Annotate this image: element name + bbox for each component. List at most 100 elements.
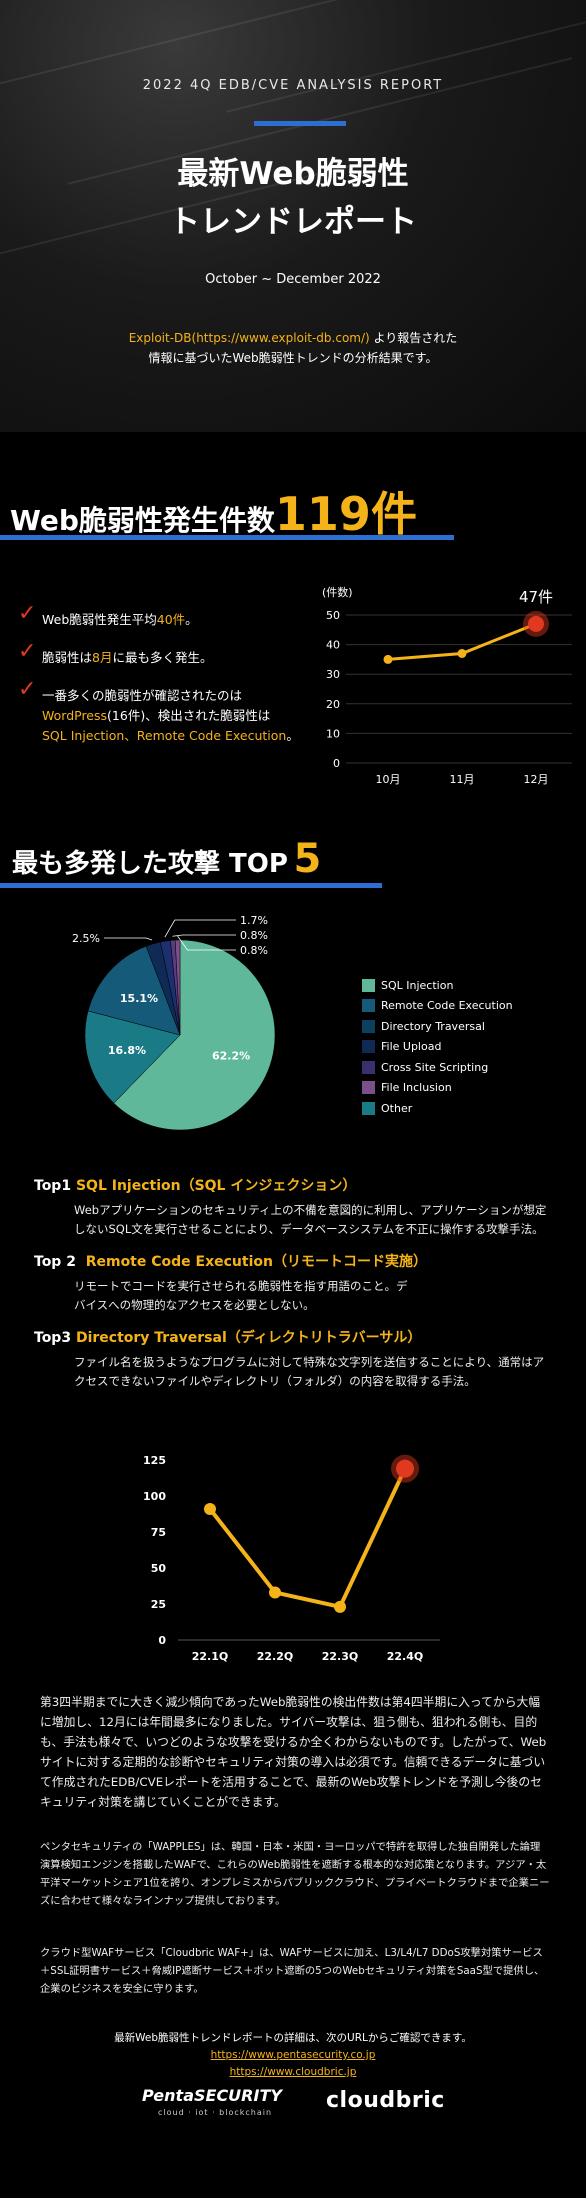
pie-slice <box>84 1010 181 1104</box>
check-item: ✓ 一番多くの脆弱性が確認されたのは WordPress(16件)、検出された脆… <box>18 677 299 744</box>
legend-swatch <box>362 1019 375 1033</box>
report-period: October ~ December 2022 <box>205 272 381 287</box>
check-item: ✓ Web脆弱性発生平均40件。 <box>18 601 198 628</box>
count-title-text: Web脆弱性発生件数 <box>10 504 275 537</box>
attack-section-title: 最も多発した攻撃 TOP 5 <box>12 836 321 882</box>
legend-label: Directory Traversal <box>381 1019 485 1033</box>
top-item-3: Top3 Directory Traversal（ディレクトリトラバーサル） フ… <box>34 1327 554 1391</box>
check-icon: ✓ <box>18 639 37 664</box>
data-point <box>204 1502 216 1515</box>
top-rank: Top1 <box>34 1178 72 1194</box>
top-desc: リモートでコードを実行させられる脆弱性を指す用語のこと。デバイスへの物理的なアク… <box>74 1279 408 1312</box>
x-tick-label: 22.3Q <box>322 1650 359 1663</box>
legend-swatch <box>362 1081 375 1095</box>
legend-swatch <box>362 1101 375 1115</box>
title-line-2: トレンドレポート <box>169 204 417 240</box>
leader-line <box>177 935 236 951</box>
top-attacks-list: Top1 SQL Injection（SQL インジェクション） Webアプリケ… <box>34 1175 554 1403</box>
data-point <box>383 654 393 664</box>
legend-item: Remote Code Execution <box>362 996 513 1017</box>
slice-label: 1.7% <box>240 914 268 927</box>
y-tick-label: 100 <box>143 1490 166 1503</box>
count-section-title: Web脆弱性発生件数119件 <box>10 478 417 544</box>
pentasecurity-link[interactable]: https://www.pentasecurity.co.jp <box>210 2049 376 2061</box>
y-tick-label: 125 <box>143 1454 166 1467</box>
page-title: 最新Web脆弱性 トレンドレポート <box>0 150 586 246</box>
count-total: 119件 <box>274 487 417 541</box>
check-icon: ✓ <box>18 601 37 626</box>
penta-security-logo: PentaSECURITY <box>142 2086 282 2105</box>
cloudbric-link[interactable]: https://www.cloudbric.jp <box>229 2066 357 2078</box>
y-tick-label: 50 <box>151 1562 167 1575</box>
top-name: SQL Injection（SQL インジェクション） <box>75 1178 357 1194</box>
analysis-paragraph: 第3四半期までに大きく減少傾向であったWeb脆弱性の検出件数は第4四半期に入って… <box>40 1695 547 1809</box>
quarterly-line-chart: 0 25 50 75 100 125 22.1Q 22.2Q 22.3Q 22.4Q <box>143 1454 440 1663</box>
data-point <box>528 615 544 632</box>
y-tick-label: 20 <box>326 698 340 711</box>
data-point <box>457 648 467 658</box>
x-tick-label: 10月 <box>376 773 401 786</box>
leader-line <box>104 937 153 941</box>
y-tick-label: 50 <box>326 609 340 622</box>
title-line-1: 最新Web脆弱性 <box>177 156 409 192</box>
y-tick-label: 0 <box>333 757 340 770</box>
slice-label: 0.8% <box>240 929 268 942</box>
slice-label: 15.1% <box>120 992 158 1005</box>
attack-title-text: 最も多発した攻撃 TOP <box>12 849 288 879</box>
y-tick-label: 75 <box>151 1526 166 1539</box>
legend-label: Remote Code Execution <box>381 999 513 1013</box>
y-tick-label: 40 <box>326 639 340 652</box>
legend-swatch <box>362 1040 375 1054</box>
slice-label: 2.5% <box>72 932 100 945</box>
wapples-paragraph: ペンタセキュリティの「WAPPLES」は、韓国・日本・米国・ヨーロッパで特許を取… <box>40 1841 550 1907</box>
desc-text-1: より報告された <box>369 331 458 345</box>
x-tick-label: 12月 <box>524 773 549 786</box>
pie-legend: SQL Injection Remote Code Execution Direct… <box>362 975 513 1119</box>
x-tick-label: 11月 <box>450 773 475 786</box>
data-point <box>334 1600 346 1613</box>
check-item: ✓ 脆弱性は8月に最も多く発生。 <box>18 639 213 666</box>
count-underline <box>0 535 454 540</box>
hero-banner: 2022 4Q EDB/CVE ANALYSIS REPORT 最新Web脆弱性… <box>0 0 586 432</box>
attack-title-number: 5 <box>293 836 322 882</box>
summary-checklist: ✓ Web脆弱性発生平均40件。 ✓ 脆弱性は8月に最も多く発生。 ✓ 一番多く… <box>18 601 318 758</box>
pie-slice <box>113 939 276 1131</box>
slice-label: 0.8% <box>240 944 268 957</box>
legend-item: Directory Traversal <box>362 1016 513 1037</box>
exploit-db-link[interactable]: Exploit-DB(https://www.exploit-db.com/) <box>128 331 370 345</box>
cloudbric-paragraph: クラウド型WAFサービス「Cloudbric WAF+」は、WAFサービスに加え… <box>40 1947 545 1995</box>
top-item-2: Top 2 Remote Code Execution（リモートコード実施） リ… <box>34 1251 554 1315</box>
leader-line <box>164 919 236 938</box>
legend-item: File Inclusion <box>362 1078 513 1099</box>
y-tick-label: 0 <box>158 1634 166 1647</box>
top-name: Remote Code Execution（リモートコード実施） <box>85 1254 427 1270</box>
top-rank: Top3 <box>34 1330 72 1346</box>
legend-item: Cross Site Scripting <box>362 1057 513 1078</box>
y-tick-label: 10 <box>326 727 340 740</box>
x-tick-label: 22.1Q <box>192 1650 229 1663</box>
check-icon: ✓ <box>18 677 37 702</box>
report-label: 2022 4Q EDB/CVE ANALYSIS REPORT <box>142 78 444 93</box>
footer-logos: PentaSECURITY cloud · iot · blockchain c… <box>0 2086 586 2126</box>
report-description: Exploit-DB(https://www.exploit-db.com/) … <box>0 328 586 368</box>
top-desc: Webアプリケーションのセキュリティ上の不備を意図的に利用し、アプリケーションが… <box>74 1203 547 1236</box>
footer: 最新Web脆弱性トレンドレポートの詳細は、次のURLからご確認できます。 htt… <box>0 2030 586 2081</box>
legend-item: File Upload <box>362 1037 513 1058</box>
x-tick-label: 22.2Q <box>257 1650 294 1663</box>
legend-item: Other <box>362 1098 513 1119</box>
penta-security-tagline: cloud · iot · blockchain <box>158 2108 273 2117</box>
attack-pie-chart: 62.2% 16.8% 15.1% 2.5% 1.7% 0.8% 0.8% <box>72 914 276 1131</box>
legend-label: SQL Injection <box>381 978 454 992</box>
y-unit-label: (件数) <box>322 586 353 599</box>
legend-swatch <box>362 978 375 992</box>
legend-label: File Inclusion <box>381 1081 452 1095</box>
desc-text-2: 情報に基づいたWeb脆弱性トレンドの分析結果です。 <box>148 351 438 365</box>
pie-slice <box>87 945 181 1036</box>
legend-swatch <box>362 1060 375 1074</box>
legend-label: Other <box>381 1101 413 1115</box>
peak-annotation: 47件 <box>519 588 553 606</box>
series-line <box>208 1467 407 1610</box>
top-name: Directory Traversal（ディレクトリトラバーサル） <box>75 1330 422 1346</box>
monthly-line-chart: (件数) 0 10 20 30 40 50 10月 11月 12月 47件 <box>322 586 572 786</box>
top-desc: ファイル名を扱うようなプログラムに対して特殊な文字列を送信することにより、通常は… <box>74 1355 545 1388</box>
